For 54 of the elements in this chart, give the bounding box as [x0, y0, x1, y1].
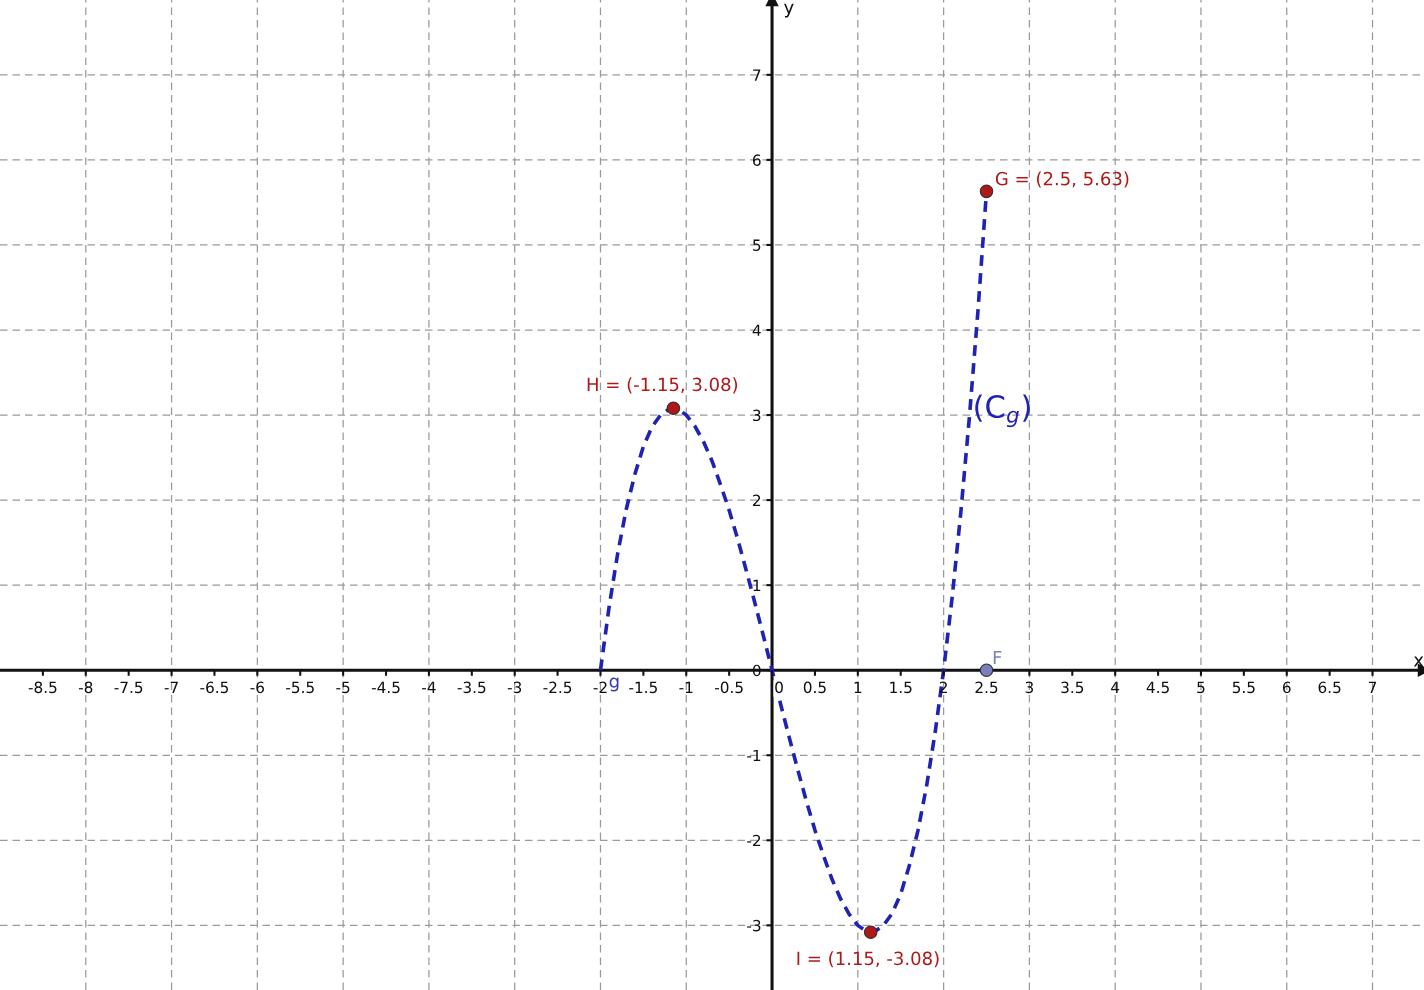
x-tick-label: -5	[336, 681, 350, 694]
y-tick-label: 1	[753, 579, 761, 591]
x-tick-label: -7.5	[114, 681, 143, 694]
y-tick-label: -1	[747, 749, 761, 762]
annotation: F	[993, 650, 1002, 665]
x-tick-label: 5	[1197, 681, 1205, 694]
x-tick-label: -6	[250, 681, 264, 694]
point	[979, 184, 994, 199]
y-tick-label: 7	[753, 69, 761, 81]
annotation: H = (-1.15, 3.08)	[587, 377, 738, 394]
x-tick-label: 0.5	[803, 681, 826, 694]
y-tick-label: 4	[752, 324, 761, 336]
x-tick-label: 1	[854, 681, 862, 693]
y-axis-title: y	[784, 3, 794, 18]
x-tick-label: 6.5	[1318, 681, 1341, 694]
x-tick-label: 3	[1025, 681, 1034, 694]
y-tick-label: 6	[752, 154, 761, 166]
x-tick-label: -8.5	[28, 681, 57, 694]
x-tick-label: 6	[1282, 681, 1291, 694]
x-tick-label: 2.5	[975, 681, 998, 694]
x-tick-label: -3.5	[457, 681, 486, 694]
x-tick-label: 4.5	[1146, 681, 1169, 694]
x-tick-label: -2	[593, 681, 607, 693]
x-tick-label: -4.5	[371, 681, 400, 694]
point	[979, 663, 994, 677]
x-tick-label: 4	[1111, 681, 1120, 693]
x-tick-label: -1.5	[629, 681, 657, 694]
point	[863, 925, 878, 939]
x-tick-label: -6.5	[200, 681, 229, 694]
y-tick-label: 3	[753, 409, 761, 422]
x-tick-label: 2	[939, 681, 947, 693]
x-tick-label: -8	[78, 681, 93, 694]
x-tick-label: 3.5	[1061, 681, 1084, 694]
x-tick-label: 0	[775, 681, 783, 694]
x-tick-label: -2.5	[543, 681, 572, 694]
x-tick-label: 5.5	[1232, 681, 1255, 694]
x-tick-label: -3	[507, 681, 522, 694]
point	[666, 401, 681, 416]
x-tick-label: 7	[1368, 681, 1377, 693]
y-tick-label: -2	[747, 834, 761, 847]
annotation: g	[609, 677, 619, 692]
x-tick-label: -1	[679, 681, 693, 693]
x-tick-label: -7	[164, 681, 178, 693]
y-tick-label: 2	[753, 494, 761, 506]
annotation: I = (1.15, -3.08)	[797, 951, 939, 968]
x-tick-label: 1.5	[890, 681, 912, 694]
x-tick-label: -5.5	[286, 681, 314, 694]
y-tick-label: 5	[753, 239, 761, 251]
x-tick-label: -4	[422, 681, 436, 693]
x-axis-title: x	[1413, 656, 1424, 667]
y-tick-label: -3	[747, 919, 761, 932]
x-tick-label: -0.5	[715, 681, 743, 694]
annotation: (C$_{g}$)	[975, 394, 1030, 428]
annotation: G = (2.5, 5.63)	[995, 171, 1129, 188]
